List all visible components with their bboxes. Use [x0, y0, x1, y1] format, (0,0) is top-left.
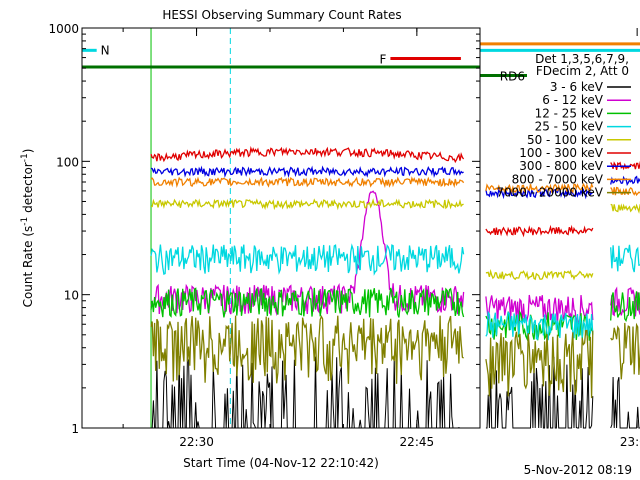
legend-label: 6 - 12 keV: [542, 93, 604, 107]
series-line: [485, 310, 594, 341]
series-line: [485, 182, 594, 194]
y-tick-label: 1000: [48, 22, 79, 36]
x-tick-label: 22:45: [400, 435, 435, 449]
legend: Det 1,3,5,6,7,9,FDecim 2, Att 0 3 - 6 keV…: [496, 52, 631, 200]
x-axis-label: Start Time (04-Nov-12 22:10:42): [183, 456, 379, 470]
series-line: [610, 322, 640, 380]
chart-title: HESSI Observing Summary Count Rates: [162, 8, 401, 22]
series-line: [485, 329, 594, 399]
legend-label: 100 - 300 keV: [519, 146, 603, 160]
series-line: [610, 175, 640, 187]
series-line: [610, 244, 640, 273]
series-line: [150, 243, 465, 276]
legend-label: 300 - 800 keV: [519, 159, 603, 173]
timestamp: 5-Nov-2012 08:19: [524, 463, 632, 477]
series-25to50keV: [150, 243, 640, 341]
series-50to100keV: [151, 198, 640, 281]
legend-label: 25 - 50 keV: [535, 120, 604, 134]
legend-label: 3 - 6 keV: [550, 80, 604, 94]
plot-frame: [81, 27, 481, 429]
y-tick-label: 1: [71, 422, 79, 436]
series-line: [150, 165, 464, 179]
series-line: [485, 294, 594, 325]
y-axis: 1 10 100 1000: [48, 22, 480, 436]
x-tick-label: 22:30: [179, 435, 214, 449]
series-line: [150, 145, 465, 164]
series-line: [485, 224, 594, 238]
flag-label: F: [380, 53, 387, 67]
plot-area: NFRD6RD0S: [82, 28, 640, 429]
x-tick-label: 23:00: [620, 435, 640, 449]
series-line: [150, 176, 465, 189]
series-line: [151, 198, 464, 211]
legend-label: 50 - 100 keV: [527, 133, 604, 147]
legend-label: 800 - 7000 keV: [512, 172, 604, 186]
series-line: [485, 187, 594, 200]
series-line: [485, 268, 594, 281]
series-line: [610, 186, 640, 197]
series-line: [151, 355, 464, 429]
legend-header: FDecim 2, Att 0: [536, 64, 629, 78]
series-line: [150, 314, 464, 384]
series-line: [150, 287, 465, 318]
legend-header: Det 1,3,5,6,7,9,: [535, 52, 629, 66]
series-7000to20000keV: [150, 314, 640, 399]
series-100to300keV: [150, 145, 640, 238]
flag-label: RD6: [500, 70, 525, 84]
flag-label: N: [101, 43, 110, 57]
y-tick-label: 10: [64, 289, 79, 303]
y-tick-label: 100: [56, 155, 79, 169]
y-axis-label: Count Rate (s-1 detector-1): [20, 149, 35, 308]
legend-label: 7000 - 20000 keV: [496, 186, 603, 200]
series-line: [610, 203, 640, 214]
series-800to7000keV: [150, 176, 640, 197]
series-line: [610, 376, 640, 429]
legend-label: 12 - 25 keV: [535, 106, 604, 120]
series-300to800keV: [150, 165, 640, 200]
